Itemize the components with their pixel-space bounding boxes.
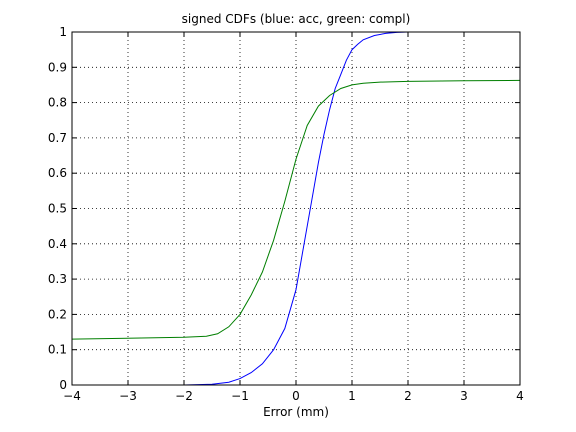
x-tick-label: 3 (460, 389, 468, 403)
x-tick-label: −3 (119, 389, 137, 403)
y-tick-label: 0.9 (48, 60, 67, 74)
y-tick-label: 0.3 (48, 272, 67, 286)
y-tick-label: 0.1 (48, 343, 67, 357)
chart-title: signed CDFs (blue: acc, green: compl) (182, 12, 411, 26)
x-tick-label: 4 (516, 389, 524, 403)
grid (72, 32, 520, 385)
x-tick-label: −4 (63, 389, 81, 403)
x-axis-label: Error (mm) (263, 405, 329, 419)
x-tick-label: −1 (231, 389, 249, 403)
x-tick-label: 1 (348, 389, 356, 403)
y-tick-label: 0 (59, 378, 67, 392)
y-tick-label: 0.4 (48, 237, 67, 251)
y-tick-label: 0.8 (48, 96, 67, 110)
y-tick-label: 0.5 (48, 202, 67, 216)
y-tick-label: 0.2 (48, 307, 67, 321)
x-tick-label: 0 (292, 389, 300, 403)
series-line-acc (72, 31, 520, 386)
series-line-compl (71, 79, 521, 340)
series-layer (71, 31, 521, 386)
x-tick-label: 2 (404, 389, 412, 403)
y-tick-label: 0.6 (48, 166, 67, 180)
y-tick-label: 0.7 (48, 131, 67, 145)
y-tick-label: 1 (59, 25, 67, 39)
x-tick-label: −2 (175, 389, 193, 403)
ticks: −4 −3 −2 −1 0 1 2 3 4 0 0.1 0.2 0.3 0.4 0.5 0.6 0.7 0.8 0.… (48, 25, 524, 403)
